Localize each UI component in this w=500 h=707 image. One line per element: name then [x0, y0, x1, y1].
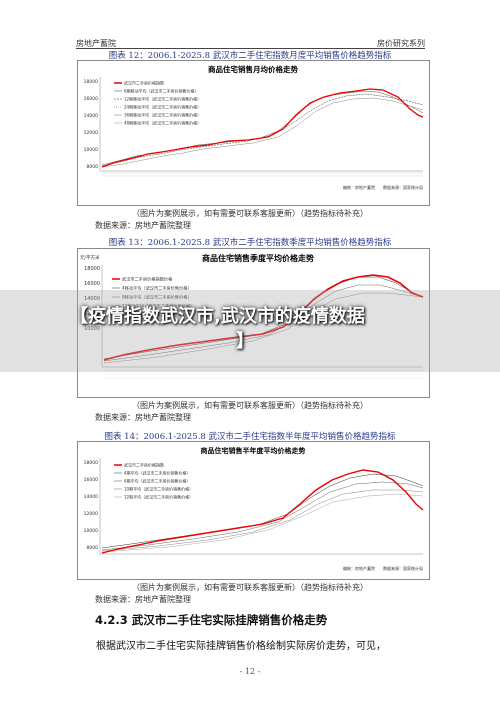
figure-14-legend-item: 武汉市二手房价格指数: [124, 462, 164, 468]
figure-14-legend-item: 10期平均（武汉市二手房价销售价格）: [124, 486, 193, 492]
overlay-title-end: 】: [236, 331, 254, 352]
figure-12-legend-item: 6期移动平均（武汉市二手房价销售价格）: [124, 88, 199, 94]
figure-14-chart: 商品住宅销售半年度平均价格走势 18000 16000 14000 12000 …: [77, 441, 430, 580]
figure-14-ytick: 10000: [84, 528, 98, 534]
figure-12-caption: （图片为案例展示，如有需要可联系客服更新）（趋势指标待补充）: [132, 209, 368, 218]
overlay-title: 【疫情指数武汉市,武汉市的疫情数据: [70, 306, 365, 327]
figure-13-ytick: 14000: [84, 296, 100, 302]
figure-13-title: 图表 13：2006.1-2025.8 武汉市二手住宅指数季度平均销售价格趋势指…: [108, 238, 392, 248]
figure-12-source: 数据来源：房地产蓄院整理: [95, 221, 191, 230]
figure-12-ytick: 16000: [84, 96, 98, 102]
overlay-banner: [0, 290, 500, 372]
figure-14-ytick: 8000: [87, 545, 99, 551]
figure-13-caption: （图片为案例展示，如有需要可联系客服更新）（趋势指标待补充）: [132, 401, 368, 410]
header-rule: [76, 48, 425, 49]
figure-12-title: 图表 12：2006.1-2025.8 武汉市二手住宅指数月度平均销售价格趋势指…: [108, 51, 392, 61]
section-heading: 4.2.3 武汉市二手住宅实际挂牌销售价格走势: [95, 613, 328, 627]
figure-12-ytick: 18000: [84, 79, 98, 85]
body-paragraph: 根据武汉市二手住宅实际挂牌销售价格绘制实际房价走势，可见，: [96, 641, 386, 652]
figure-12-ytick: 8000: [87, 164, 99, 170]
figure-12-ytick: 14000: [84, 113, 98, 119]
figure-14-ytick: 12000: [84, 511, 98, 517]
figure-13-ytick: 10000: [84, 326, 100, 332]
figure-12-legend-item: 24期移动平均（武汉市二手房价销售价格）: [124, 104, 201, 110]
figure-14-title: 图表 14：2006.1-2025.8 武汉市二手住宅指数半年度平均销售价格趋势…: [104, 432, 396, 442]
figure-13-legend-item: 12移动平均（武汉市二手房价售价格）: [122, 303, 194, 310]
figure-13-chart-title: 商品住宅销售季度平均价格走势: [202, 253, 314, 263]
figure-14-footnote: 编制：房地产蓄院 数据来源：国家统计局: [343, 565, 423, 571]
figure-12-ytick: 12000: [84, 130, 98, 136]
figure-14-ytick: 16000: [84, 477, 98, 483]
figure-13-ytick: 12000: [84, 311, 100, 317]
figure-12-legend-item: 48期移动平均（武汉市二手房价销售价格）: [124, 120, 201, 126]
figure-14-caption: （图片为案例展示，如有需要可联系客服更新）（趋势指标待补充）: [132, 583, 368, 592]
figure-12-legend-item: 36期移动平均（武汉市二手房价销售价格）: [124, 112, 201, 118]
figure-14-legend-item: 4期平均（武汉市二手房价销售价格）: [124, 470, 191, 476]
figure-12-chart-title: 商品住宅销售月均价格走势: [208, 64, 298, 74]
header-right: 房价研究系列: [377, 39, 425, 48]
figure-13-legend-item: 16移动平均（武汉市二手房价售价格）: [122, 312, 194, 319]
figure-14-ytick: 18000: [84, 460, 98, 466]
figure-13-ytick: 16000: [84, 281, 100, 287]
figure-12-chart: 商品住宅销售月均价格走势 18000 16000 14000 12000 100…: [77, 60, 430, 206]
figure-13-legend-item: 4移动平均（武汉市二手房价售价格）: [122, 285, 192, 292]
figure-13-y-unit: 元/平方米: [80, 254, 100, 261]
figure-13-ytick: 18000: [84, 266, 100, 272]
figure-14-source: 数据来源：房地产蓄院整理: [95, 595, 191, 604]
figure-13-legend-item: 武汉市二手房价格指数价格: [122, 276, 173, 283]
figure-12-footnote: 编制：房地产蓄院 数据来源：国家统计局: [343, 184, 423, 190]
figure-14-legend-item: 6期平均（武汉市二手房价销售价格）: [124, 478, 191, 484]
figure-14-chart-title: 商品住宅销售半年度平均价格走势: [201, 446, 306, 455]
figure-13-legend-item: 8移动平均（武汉市二手房价售价格）: [122, 294, 192, 301]
figure-13-chart: 商品住宅销售季度平均价格走势 元/平方米 18000 16000 14000 1…: [77, 248, 430, 398]
figure-13-source: 数据来源：房地产蓄院整理: [95, 413, 191, 422]
page-number: - 12 -: [239, 667, 261, 676]
figure-14-ytick: 14000: [84, 494, 98, 500]
figure-12-ytick: 10000: [84, 147, 98, 153]
figure-14-legend-item: 12期平均（武汉市二手房价销售价格）: [124, 494, 193, 500]
header-left: 房地产蓄院: [76, 39, 116, 48]
figure-12-legend-item: 12期移动平均（武汉市二手房价销售价格）: [124, 96, 201, 102]
figure-12-legend-item: 武汉市二手房价格指数: [124, 80, 164, 86]
